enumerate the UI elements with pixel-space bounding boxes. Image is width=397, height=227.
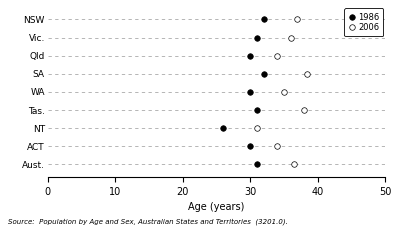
Text: Source:  Population by Age and Sex, Australian States and Territories  (3201.0).: Source: Population by Age and Sex, Austr… (8, 218, 288, 225)
X-axis label: Age (years): Age (years) (188, 202, 245, 212)
Legend: 1986, 2006: 1986, 2006 (344, 8, 384, 37)
